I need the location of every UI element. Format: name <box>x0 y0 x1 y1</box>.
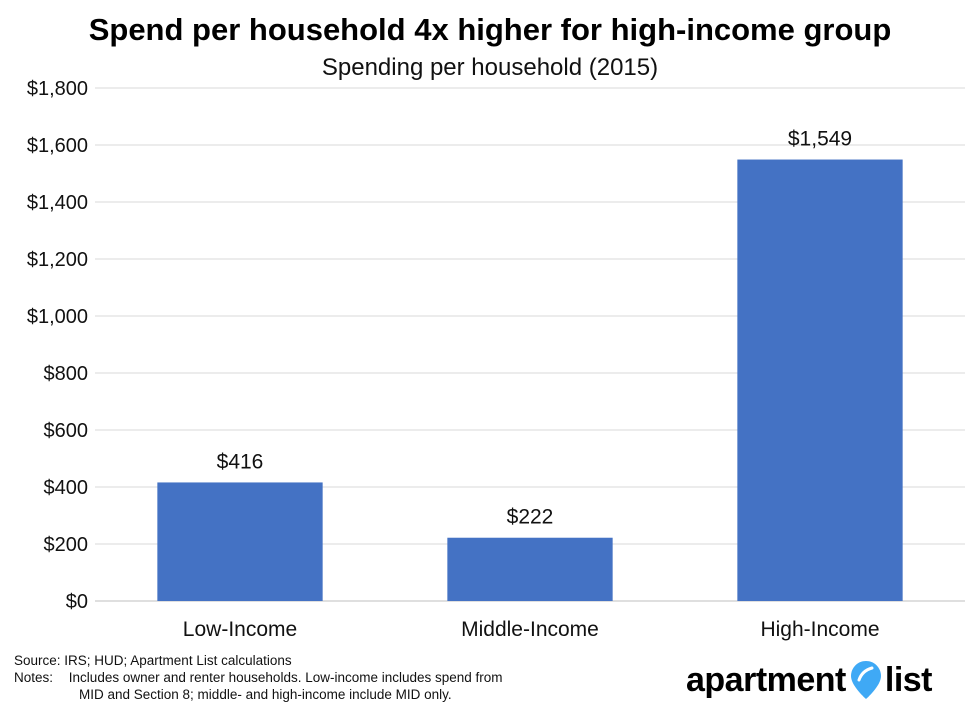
y-tick-label: $600 <box>44 420 89 442</box>
map-pin-icon <box>850 661 881 699</box>
apartment-list-logo: apartment list <box>686 656 933 704</box>
bar-high-income <box>737 159 903 601</box>
logo-word-list: list <box>884 660 933 699</box>
bar-chart: $0 $200 $400 $600 $800 $1,000 $1,200 $1,400 $1,6… <box>27 78 965 641</box>
y-tick-label: $400 <box>44 477 89 499</box>
chart-subtitle: Spending per household (2015) <box>321 54 659 81</box>
data-label: $222 <box>507 506 554 529</box>
bar-middle-income <box>447 537 613 601</box>
y-tick-label: $1,000 <box>27 306 88 328</box>
y-tick-label: $1,200 <box>27 249 88 271</box>
data-label: $416 <box>217 450 264 473</box>
chart-title: Spend per household 4x higher for high-i… <box>88 12 892 47</box>
notes-text-1: Includes owner and renter households. Lo… <box>68 670 503 685</box>
logo-word-apartment: apartment <box>686 660 846 699</box>
x-category-label: Low-Income <box>183 618 297 641</box>
y-tick-label: $1,400 <box>27 192 88 214</box>
source-note: Source: IRS; HUD; Apartment List calcula… <box>14 653 292 668</box>
y-tick-label: $0 <box>66 591 88 613</box>
footer-notes: Source: IRS; HUD; Apartment List calcula… <box>14 652 503 703</box>
x-category-label: Middle-Income <box>461 618 599 641</box>
y-tick-label: $1,600 <box>27 135 88 157</box>
x-category-label: High-Income <box>760 618 879 641</box>
notes-text-2: MID and Section 8; middle- and high-inco… <box>79 687 452 702</box>
bar-low-income <box>157 482 323 601</box>
notes-label: Notes: <box>14 670 54 685</box>
data-label: $1,549 <box>788 128 852 151</box>
y-tick-label: $800 <box>44 363 89 385</box>
y-tick-label: $1,800 <box>27 78 88 100</box>
notes-line-1: Notes: Includes owner and renter househo… <box>14 669 503 686</box>
y-tick-label: $200 <box>44 534 89 556</box>
